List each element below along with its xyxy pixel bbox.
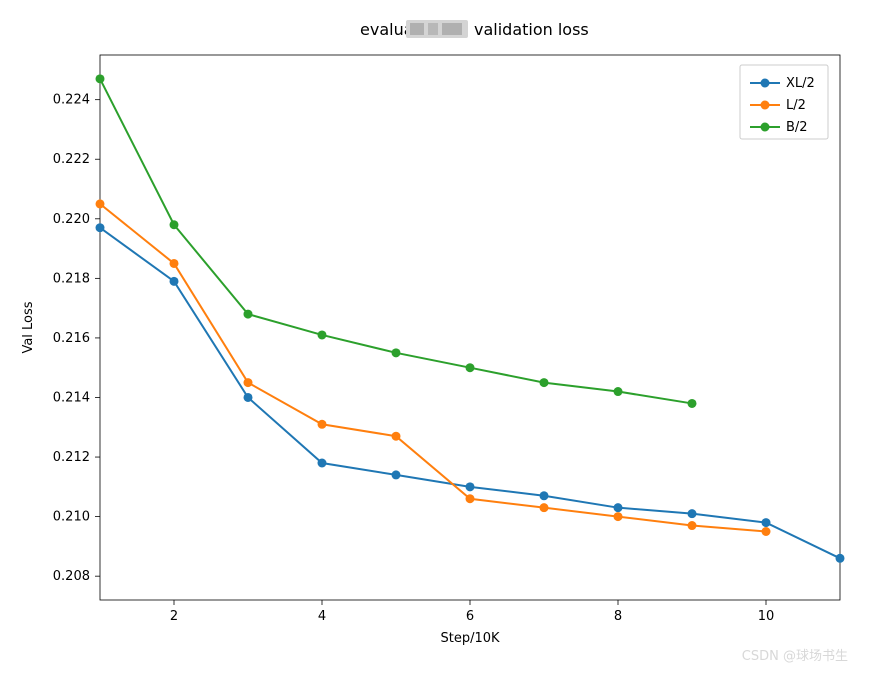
legend-marker <box>761 123 770 132</box>
series-marker <box>614 512 623 521</box>
series-marker <box>466 482 475 491</box>
series-marker <box>96 74 105 83</box>
series-marker <box>762 518 771 527</box>
series-marker <box>688 521 697 530</box>
chart-container: 2 4 6 8 10 Step/10K 0.208 0.210 0.212 0.214 0.216 0… <box>0 0 871 674</box>
series-marker <box>318 330 327 339</box>
series-marker <box>170 277 179 286</box>
y-tick-label: 0.220 <box>53 212 90 227</box>
title-blur-fragment <box>410 23 424 35</box>
series-marker <box>392 432 401 441</box>
series-marker <box>688 509 697 518</box>
series-marker <box>170 220 179 229</box>
y-tick-label: 0.208 <box>53 569 90 584</box>
y-axis-label: Val Loss <box>21 301 36 353</box>
legend-label: XL/2 <box>786 76 815 91</box>
y-tick-label: 0.214 <box>53 390 90 405</box>
legend-label: B/2 <box>786 120 808 135</box>
y-tick-label: 0.222 <box>53 152 90 167</box>
series-marker <box>96 223 105 232</box>
series-marker <box>244 310 253 319</box>
legend-label: L/2 <box>786 98 806 113</box>
series-marker <box>392 348 401 357</box>
series-marker <box>170 259 179 268</box>
y-tick-label: 0.212 <box>53 450 90 465</box>
series-marker <box>318 459 327 468</box>
y-tick-label: 0.216 <box>53 331 90 346</box>
chart-title-suffix: validation loss <box>474 20 589 39</box>
x-tick-label: 2 <box>170 609 178 624</box>
y-tick-label: 0.210 <box>53 510 90 525</box>
line-chart: 2 4 6 8 10 Step/10K 0.208 0.210 0.212 0.214 0.216 0… <box>0 0 871 674</box>
series-marker <box>318 420 327 429</box>
series-marker <box>466 494 475 503</box>
title-blur-fragment <box>442 23 462 35</box>
x-tick-label: 10 <box>758 609 775 624</box>
series-marker <box>762 527 771 536</box>
watermark: CSDN @球场书生 <box>742 649 848 664</box>
series-marker <box>614 503 623 512</box>
y-tick-label: 0.218 <box>53 271 90 286</box>
series-marker <box>466 363 475 372</box>
x-axis-label: Step/10K <box>440 631 500 646</box>
x-tick-label: 6 <box>466 609 474 624</box>
series-marker <box>540 491 549 500</box>
x-tick-label: 4 <box>318 609 326 624</box>
series-marker <box>244 378 253 387</box>
series-marker <box>244 393 253 402</box>
legend-marker <box>761 79 770 88</box>
chart-title-group: evaluatevalidation loss <box>360 20 589 39</box>
title-blur-fragment <box>428 23 438 35</box>
series-marker <box>688 399 697 408</box>
series-marker <box>540 503 549 512</box>
series-marker <box>540 378 549 387</box>
series-marker <box>614 387 623 396</box>
x-tick-label: 8 <box>614 609 622 624</box>
series-marker <box>392 470 401 479</box>
series-marker <box>96 199 105 208</box>
y-tick-label: 0.224 <box>53 93 90 108</box>
series-marker <box>836 554 845 563</box>
legend-marker <box>761 101 770 110</box>
